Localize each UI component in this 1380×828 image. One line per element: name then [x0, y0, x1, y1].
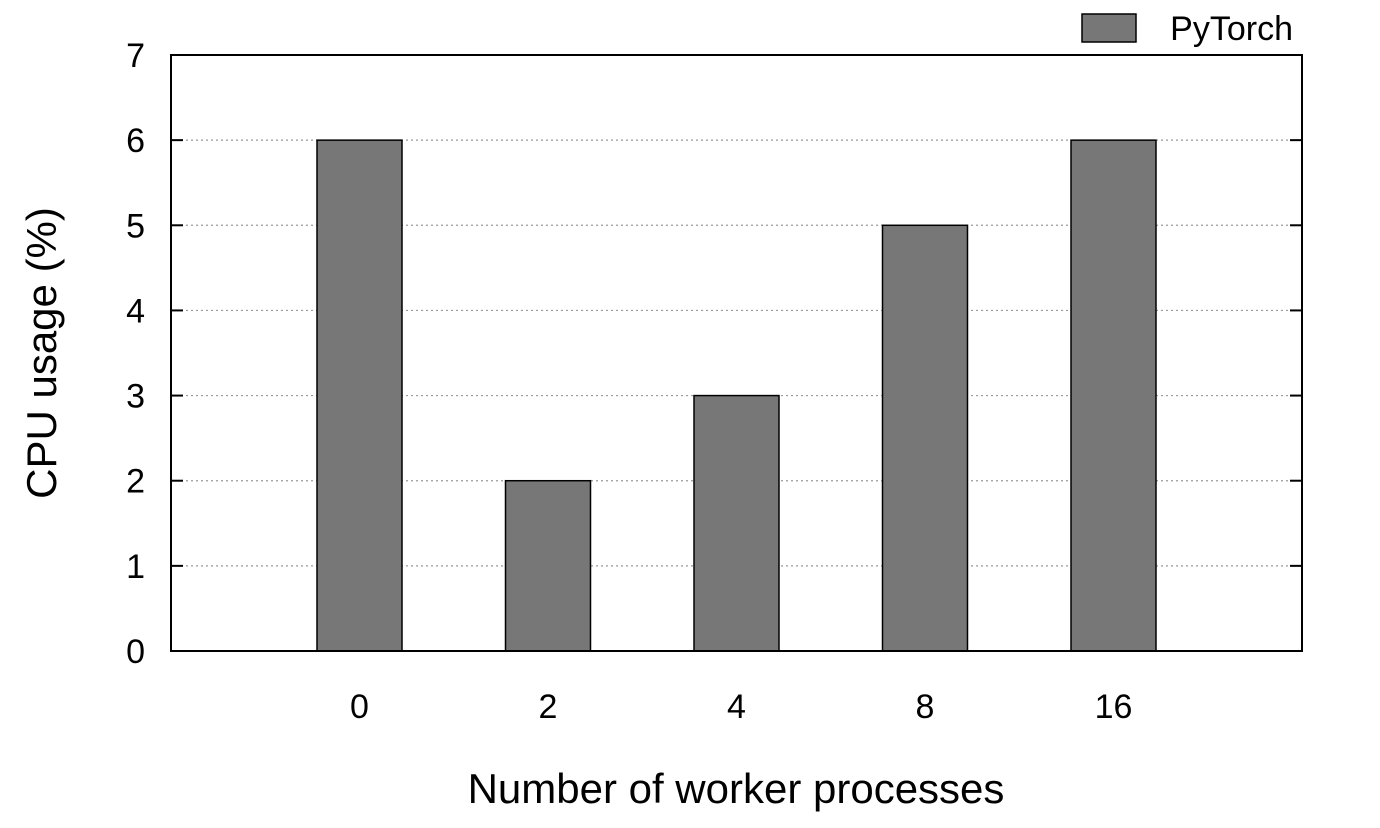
axis-ticks	[171, 54, 1302, 652]
bar-8	[881, 224, 969, 652]
bars	[316, 139, 1157, 652]
y-tick-label: 4	[126, 292, 145, 330]
bar-16	[1070, 139, 1157, 652]
plot-frame	[170, 54, 1303, 652]
x-tick-label: 0	[350, 688, 369, 726]
y-tick-label: 6	[126, 122, 145, 160]
bar-4	[693, 394, 780, 652]
x-axis-title: Number of worker processes	[468, 765, 1005, 812]
x-tick-label: 4	[727, 688, 746, 726]
x-tick-label: 2	[539, 688, 558, 726]
y-tick-label: 2	[126, 463, 145, 501]
y-tick-label: 1	[126, 548, 145, 586]
y-axis-title: CPU usage (%)	[18, 207, 65, 499]
y-tick-label: 0	[126, 633, 145, 671]
x-tick-label: 16	[1095, 688, 1133, 726]
y-tick-label: 3	[126, 378, 145, 416]
y-tick-labels: 0 1 2 3 4 5 6 7	[126, 37, 145, 671]
x-tick-labels: 0 2 4 8 16	[350, 688, 1132, 726]
bar-0	[316, 139, 403, 652]
x-tick-label: 8	[916, 688, 935, 726]
legend-label-pytorch: PyTorch	[1170, 10, 1293, 48]
bar-2	[504, 479, 592, 652]
y-tick-label: 5	[126, 207, 145, 245]
y-tick-label: 7	[126, 37, 145, 75]
legend: PyTorch	[1081, 10, 1293, 48]
legend-swatch-pytorch	[1081, 13, 1137, 43]
